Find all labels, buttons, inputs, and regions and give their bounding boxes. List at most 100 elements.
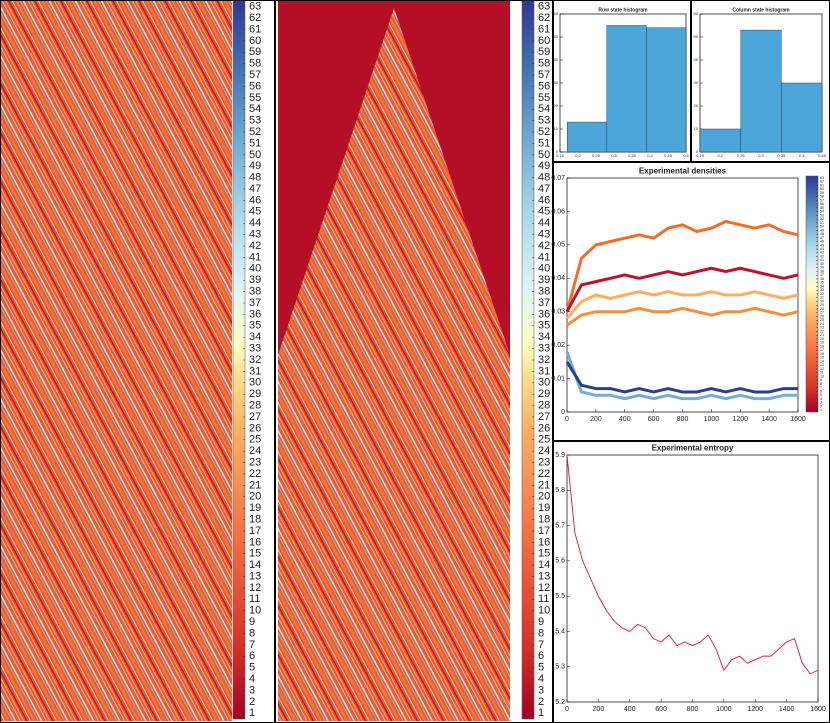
colorbar-tick-label: 44 — [249, 217, 261, 229]
colorbar-tick-label: 50 — [249, 149, 261, 161]
colorbar-tick-label: 4 — [820, 397, 822, 401]
colorbar-tick-label: 10 — [820, 374, 824, 378]
colorbar-tick-label: 20 — [820, 337, 824, 341]
x-tick-label: 0.15 — [556, 153, 565, 158]
x-tick-label: 0.4 — [799, 153, 805, 158]
colorbar-tick-label: 25 — [820, 318, 824, 322]
colorbar-tick-label: 3 — [249, 684, 255, 696]
y-tick-label: 60 — [554, 11, 559, 16]
x-tick-label: 1200 — [747, 706, 763, 713]
colorbar-tick-label: 39 — [249, 274, 261, 286]
colorbar-tick-label: 20 — [249, 491, 261, 503]
colorbar-tick-label: 18 — [538, 513, 550, 525]
colorbar-tick-label: 57 — [820, 198, 824, 202]
chart-title: Row state histogram — [598, 7, 648, 13]
x-tick-label: 400 — [624, 706, 636, 713]
colorbar-tick-label: 19 — [538, 502, 550, 514]
colorbar-tick-label: 25 — [249, 434, 261, 446]
colorbar-tick-label: 63 — [538, 1, 550, 13]
colorbar-tick-label: 19 — [820, 341, 824, 345]
x-tick-label: 0.5 — [683, 153, 689, 158]
colorbar-tick-label: 34 — [538, 331, 550, 343]
y-tick-label: 0 — [561, 409, 565, 416]
colorbar-tick-label: 48 — [249, 172, 261, 184]
colorbar-tick-label: 4 — [538, 673, 544, 685]
colorbar-tick-label: 29 — [820, 303, 824, 307]
colorbar-tick-label: 38 — [249, 286, 261, 298]
y-tick-label: 30 — [694, 80, 699, 85]
colorbar-tick-label: 26 — [538, 422, 550, 434]
colorbar-tick-label: 14 — [249, 559, 261, 571]
colorbar-tick-label: 34 — [820, 284, 824, 288]
y-tick-label: 5.5 — [555, 593, 565, 600]
x-tick-label: 0.15 — [696, 153, 705, 158]
colorbar-tick-label: 13 — [820, 363, 824, 367]
colorbar-tick-label: 61 — [249, 23, 261, 35]
colorbar-tick-label: 46 — [249, 194, 261, 206]
x-tick-label: 0.45 — [664, 153, 673, 158]
histogram-bar — [646, 27, 687, 153]
colorbar-tick-label: 30 — [820, 299, 824, 303]
colorbar-tick-label: 56 — [249, 80, 261, 92]
colorbar-tick-label: 43 — [538, 229, 550, 241]
x-tick-label: 0.2 — [718, 153, 724, 158]
colorbar-tick-label: 60 — [820, 187, 824, 191]
y-tick-label: 0.03 — [551, 309, 565, 316]
x-tick-label: 0.25 — [737, 153, 746, 158]
colorbar-tick-label: 46 — [820, 240, 824, 244]
y-tick-label: 40 — [694, 57, 699, 62]
x-tick-label: 0.45 — [818, 153, 827, 158]
colorbar-tick-label: 55 — [249, 92, 261, 104]
histogram-bar — [606, 25, 647, 153]
colorbar-tick-label: 51 — [538, 137, 550, 149]
colorbar-tick-label: 56 — [538, 80, 550, 92]
colorbar-tick-label: 27 — [538, 411, 550, 423]
colorbar-tick-label: 3 — [820, 401, 822, 405]
colorbar-tick-label: 30 — [538, 377, 550, 389]
colorbar-tick-label: 51 — [249, 137, 261, 149]
colorbar-tick-label: 12 — [249, 582, 261, 594]
y-tick-label: 5.2 — [555, 699, 565, 706]
automaton-image — [278, 8, 510, 721]
x-tick-label: 0.3 — [758, 153, 764, 158]
series-line — [566, 454, 819, 675]
colorbar-tick-label: 23 — [249, 456, 261, 468]
y-tick-label: 30 — [554, 80, 559, 85]
colorbar-tick-label: 43 — [820, 251, 824, 255]
colorbar-tick-label: 27 — [820, 311, 824, 315]
colorbar-tick-label: 1 — [249, 707, 255, 719]
colorbar-tick-label: 7 — [249, 639, 255, 651]
x-tick-label: 1000 — [704, 416, 720, 423]
y-tick-label: 0.05 — [551, 242, 565, 249]
colorbar-tick-label: 41 — [249, 251, 261, 263]
colorbar-tick-label: 52 — [538, 126, 550, 138]
colorbar-tick-label: 61 — [538, 23, 550, 35]
colorbar-tick-label: 5 — [249, 662, 255, 674]
colorbar-tick-label: 24 — [538, 445, 550, 457]
colorbar-tick-label: 14 — [820, 359, 824, 363]
histogram-bar — [781, 82, 823, 153]
colorbar-tick-label: 21 — [820, 333, 824, 337]
automaton-image — [1, 1, 232, 721]
colorbar-tick-label: 62 — [249, 12, 261, 24]
x-tick-label: 0.2 — [575, 153, 581, 158]
colorbar-tick-label: 28 — [820, 307, 824, 311]
colorbar-tick-label: 50 — [538, 149, 550, 161]
colorbar-tick-label: 2 — [820, 404, 822, 408]
y-tick-label: 40 — [554, 57, 559, 62]
colorbar-tick-label: 54 — [249, 103, 261, 115]
colorbar-tick-label: 36 — [538, 308, 550, 320]
colorbar-tick-label: 38 — [820, 269, 824, 273]
y-tick-label: 10 — [554, 126, 559, 131]
colorbar-tick-label: 18 — [820, 344, 824, 348]
colorbar-tick-label: 1 — [538, 707, 544, 719]
x-tick-label: 0.35 — [628, 153, 637, 158]
colorbar-tick-label: 33 — [249, 343, 261, 355]
x-tick-label: 1200 — [732, 416, 748, 423]
colorbar-tick-label: 47 — [249, 183, 261, 195]
colorbar-tick-label: 59 — [249, 46, 261, 58]
series-line — [565, 219, 799, 313]
colorbar-tick-label: 53 — [820, 213, 824, 217]
chart-title: Experimental entropy — [652, 444, 734, 453]
colorbar-tick-label: 56 — [820, 202, 824, 206]
